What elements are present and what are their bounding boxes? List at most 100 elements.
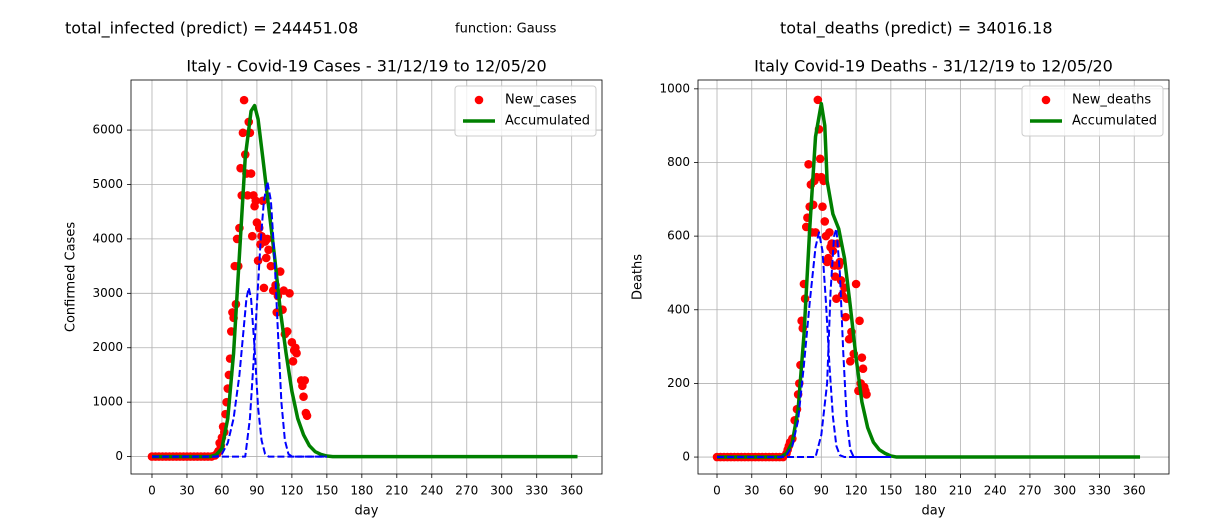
legend-label: Accumulated [1072, 114, 1157, 129]
fit-line-dashed [151, 180, 327, 458]
legend-label: Accumulated [505, 114, 590, 129]
data-point [253, 256, 263, 265]
y-tick-label: 6000 [92, 123, 123, 137]
y-tick-label: 400 [667, 302, 690, 316]
deaths-total: total_deaths (predict) = 34016.18 [780, 19, 1053, 39]
x-tick-label: 90 [814, 484, 829, 498]
data-point [823, 253, 833, 263]
x-tick-label: 330 [1088, 484, 1111, 498]
data-point [239, 95, 249, 105]
infected-total: total_infected (predict) = 244451.08 [65, 19, 358, 39]
y-tick-label: 0 [115, 449, 123, 463]
x-tick-label: 180 [350, 484, 373, 498]
chart-title: Italy Covid-19 Deaths - 31/12/19 to 12/0… [754, 57, 1113, 76]
x-tick-label: 300 [490, 484, 513, 498]
legend-box [454, 85, 597, 137]
legend-label: New_cases [505, 93, 577, 108]
data-point [292, 348, 301, 358]
data-point [259, 283, 269, 293]
y-tick-label: 800 [667, 155, 690, 169]
x-tick-label: 210 [949, 484, 972, 498]
function-label: function: Gauss [455, 22, 557, 37]
data-point [302, 411, 312, 421]
x-tick-label: 90 [249, 484, 264, 498]
x-tick-label: 150 [879, 484, 902, 498]
x-tick-label: 300 [1053, 484, 1076, 498]
y-tick-label: 5000 [92, 177, 123, 191]
x-tick-label: 240 [420, 484, 443, 498]
data-point [285, 289, 294, 298]
y-tick-label: 2000 [92, 340, 123, 354]
data-point [818, 202, 827, 211]
x-tick-label: 240 [984, 484, 1007, 498]
x-tick-label: 210 [385, 484, 408, 498]
x-axis-label: day [922, 504, 946, 519]
data-point [266, 261, 276, 271]
y-tick-label: 1000 [659, 81, 690, 95]
x-tick-label: 30 [744, 484, 759, 498]
y-axis-label: Deaths [631, 254, 646, 300]
legend-marker [1041, 95, 1051, 105]
data-point [238, 128, 248, 138]
x-tick-label: 30 [179, 484, 194, 498]
x-tick-label: 330 [525, 484, 548, 498]
data-point [246, 169, 256, 178]
data-point [855, 316, 864, 326]
y-axis-label: Confirmed Cases [64, 222, 79, 332]
data-point [300, 376, 310, 385]
x-tick-label: 60 [214, 484, 229, 498]
data-point [857, 353, 867, 362]
y-tick-label: 3000 [92, 286, 123, 300]
chart-title: Italy - Covid-19 Cases - 31/12/19 to 12/… [186, 57, 546, 76]
x-tick-label: 360 [560, 484, 583, 498]
legend-marker [474, 95, 484, 105]
data-point [804, 160, 813, 169]
fit-line [151, 103, 578, 459]
data-point [261, 253, 271, 263]
axes-frame [130, 79, 603, 475]
data-point [247, 231, 257, 241]
data-point [862, 390, 871, 399]
data-point [815, 154, 825, 164]
data-point [820, 217, 830, 226]
x-tick-label: 0 [148, 484, 156, 498]
y-tick-label: 200 [667, 376, 690, 390]
y-tick-label: 600 [667, 229, 690, 243]
x-tick-label: 120 [845, 484, 868, 498]
data-point [858, 364, 868, 373]
data-point [841, 312, 850, 322]
x-tick-label: 270 [1018, 484, 1041, 498]
data-point [251, 196, 261, 206]
x-tick-label: 60 [779, 484, 794, 498]
legend-box [1021, 85, 1164, 137]
data-point [844, 334, 854, 344]
y-tick-label: 1000 [92, 395, 123, 409]
axes: 0 30 60 90 120 150 180 210 240 270 300 330 360 0 1000 2… [64, 57, 603, 519]
y-tick-label: 4000 [92, 231, 123, 245]
fit-line [717, 101, 1141, 459]
data-point [813, 95, 823, 105]
legend-label: New_deaths [1072, 93, 1151, 108]
data-point [851, 279, 861, 289]
data-point [263, 234, 272, 244]
x-tick-label: 360 [1123, 484, 1146, 498]
x-axis-label: day [355, 504, 379, 519]
x-tick-label: 180 [914, 484, 937, 498]
data-point [264, 245, 273, 255]
axes-frame [697, 79, 1170, 475]
fit-line-dashed [717, 231, 891, 459]
data-point [825, 228, 834, 237]
fit-line-dashed [151, 286, 327, 458]
x-tick-label: 270 [455, 484, 478, 498]
axes: 0 30 60 90 120 150 180 210 240 270 300 330 360 0 200 40… [631, 57, 1170, 519]
data-point [845, 357, 855, 366]
fit-line-dashed [717, 227, 891, 459]
x-tick-label: 0 [713, 484, 721, 498]
x-tick-label: 150 [315, 484, 338, 498]
data-point [288, 357, 298, 366]
y-tick-label: 0 [682, 450, 690, 464]
data-point [299, 392, 308, 402]
